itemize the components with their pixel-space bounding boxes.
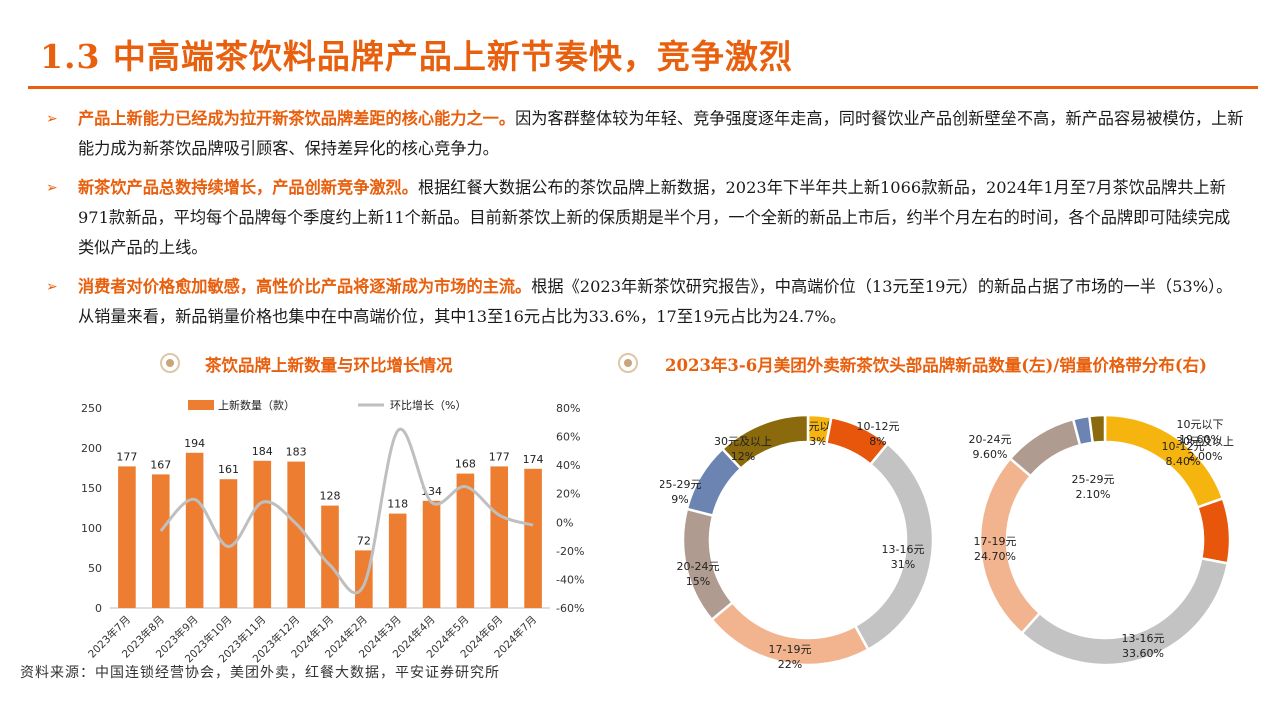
bullet-text: 根据红餐大数据公布的茶饮品牌上新数据，2023年下半年共上新1066款新品，20… bbox=[78, 178, 1231, 257]
slice-category-label: 10元以下 bbox=[1177, 418, 1224, 431]
y-right-tick-label: -40% bbox=[556, 573, 584, 586]
bar bbox=[321, 505, 339, 608]
y-left-tick-label: 100 bbox=[81, 522, 102, 535]
bar bbox=[287, 461, 305, 608]
legend-bar-swatch bbox=[188, 400, 214, 410]
bar-data-label: 183 bbox=[286, 446, 307, 459]
y-right-tick-label: -60% bbox=[556, 602, 584, 615]
bullet-lead: 消费者对价格愈加敏感，高性价比产品将逐渐成为市场的主流。 bbox=[78, 277, 532, 296]
bullet-item: ➢ 新茶饮产品总数持续增长，产品创新竞争激烈。根据红餐大数据公布的茶饮品牌上新数… bbox=[44, 173, 1244, 263]
bar-data-label: 194 bbox=[184, 437, 205, 450]
slice-value-label: 19.60% bbox=[1179, 433, 1221, 446]
arrow-bullet-icon: ➢ bbox=[46, 111, 58, 127]
y-right-tick-label: 20% bbox=[556, 488, 580, 501]
donut-chart-new-products: 10元以下3%10-12元8%13-16元31%17-19元22%20-24元1… bbox=[660, 413, 935, 671]
y-left-tick-label: 50 bbox=[88, 562, 102, 575]
bar bbox=[185, 452, 204, 608]
slice-category-label: 17-19元 bbox=[974, 535, 1017, 548]
bar-data-label: 168 bbox=[455, 458, 476, 471]
bar bbox=[524, 468, 542, 608]
bullet-item: ➢ 消费者对价格愈加敏感，高性价比产品将逐渐成为市场的主流。根据《2023年新茶… bbox=[44, 272, 1244, 332]
arrow-bullet-icon: ➢ bbox=[46, 279, 58, 295]
slice-category-label: 25-29元 bbox=[660, 478, 701, 491]
slice-value-label: 31% bbox=[891, 558, 915, 571]
bar bbox=[388, 513, 407, 608]
slice-value-label: 8.40% bbox=[1166, 455, 1201, 468]
y-right-tick-label: 60% bbox=[556, 431, 580, 444]
donut-slice bbox=[1087, 413, 1107, 445]
slice-value-label: 24.70% bbox=[974, 550, 1016, 563]
bullet-text: 根据《2023年新茶饮研究报告》，中高端价位（13元至19元）的新品占据了市场的… bbox=[78, 277, 1233, 326]
slice-value-label: 33.60% bbox=[1122, 647, 1164, 660]
y-right-tick-label: -20% bbox=[556, 545, 584, 558]
bullet-lead: 新茶饮产品总数持续增长，产品创新竞争激烈。 bbox=[78, 178, 418, 197]
slice-category-label: 13-16元 bbox=[882, 543, 925, 556]
source-note: 资料来源：中国连锁经营协会，美团外卖，红餐大数据，平安证券研究所 bbox=[20, 665, 500, 681]
bullet-text: 因为客群整体较为年轻、竞争强度逐年走高，同时餐饮业产品创新壁垒不高，新产品容易被… bbox=[78, 109, 1244, 158]
bar bbox=[253, 460, 272, 608]
donut-slice bbox=[1008, 417, 1082, 478]
bar-data-label: 128 bbox=[320, 490, 341, 503]
donut-slice bbox=[1195, 496, 1232, 565]
left-chart-title: 茶饮品牌上新数量与环比增长情况 bbox=[205, 356, 453, 375]
bullet-item: ➢ 产品上新能力已经成为拉开新茶饮品牌差距的核心能力之一。因为客群整体较为年轻、… bbox=[44, 104, 1244, 164]
legend-bar-label: 上新数量（款） bbox=[218, 398, 295, 412]
slice-value-label: 9.60% bbox=[973, 448, 1008, 461]
growth-series-line bbox=[159, 427, 534, 595]
slice-value-label: 15% bbox=[686, 575, 710, 588]
y-left-tick-label: 0 bbox=[95, 602, 102, 615]
bar bbox=[118, 466, 136, 608]
bar bbox=[456, 473, 475, 608]
slice-value-label: 22% bbox=[778, 658, 802, 671]
bar-data-label: 118 bbox=[387, 498, 408, 511]
y-left-tick-label: 150 bbox=[81, 482, 102, 495]
right-chart-title: 2023年3-6月美团外卖新茶饮头部品牌新品数量(左)/销量价格带分布(右) bbox=[665, 356, 1207, 375]
bar bbox=[219, 479, 238, 608]
y-left-tick-label: 200 bbox=[81, 442, 102, 455]
bar-line-chart: 0 50 100 150 200 250 -60% -40% -20% 0% 20% 40% 60% 80… bbox=[81, 398, 584, 665]
slice-value-label: 9% bbox=[671, 493, 688, 506]
section-marker-icon bbox=[618, 353, 638, 373]
title-divider bbox=[28, 86, 1258, 89]
slice-value-label: 2.10% bbox=[1076, 488, 1111, 501]
slice-category-label: 13-16元 bbox=[1122, 632, 1165, 645]
bullet-list: ➢ 产品上新能力已经成为拉开新茶饮品牌差距的核心能力之一。因为客群整体较为年轻、… bbox=[44, 104, 1244, 341]
slice-category-label: 20-24元 bbox=[677, 560, 720, 573]
bar bbox=[490, 466, 509, 608]
slice-category-label: 25-29元 bbox=[1072, 473, 1115, 486]
slice-category-label: 30元及以上 bbox=[1176, 435, 1234, 448]
bar-data-label: 177 bbox=[489, 450, 510, 463]
y-right-tick-label: 40% bbox=[556, 459, 580, 472]
y-right-tick-label: 0% bbox=[556, 516, 573, 529]
slice-value-label: 3% bbox=[809, 435, 826, 448]
slice-category-label: 17-19元 bbox=[769, 643, 812, 656]
bar-data-label: 177 bbox=[116, 450, 137, 463]
bar-data-label: 161 bbox=[218, 463, 239, 476]
slice-value-label: 2.00% bbox=[1188, 450, 1223, 463]
donut-chart-sales-price: 10元以下 19.60%10-12元 8.40% 13-16元 33.60% 17-19元… bbox=[969, 413, 1234, 667]
slice-category-label: 30元及以上 bbox=[714, 435, 772, 448]
section-marker-icon bbox=[160, 353, 180, 373]
bar-data-label: 174 bbox=[523, 453, 544, 466]
y-right-tick-label: 80% bbox=[556, 402, 580, 415]
bar-data-label: 167 bbox=[150, 458, 171, 471]
bullet-lead: 产品上新能力已经成为拉开新茶饮品牌差距的核心能力之一。 bbox=[78, 109, 516, 128]
slice-value-label: 12% bbox=[731, 450, 755, 463]
donut-slice bbox=[720, 413, 810, 471]
y-left-tick-label: 250 bbox=[81, 402, 102, 415]
bar-data-label: 72 bbox=[357, 534, 371, 547]
bar bbox=[151, 474, 170, 608]
slice-category-label: 10-12元 bbox=[857, 420, 900, 433]
arrow-bullet-icon: ➢ bbox=[46, 180, 58, 196]
slice-value-label: 8% bbox=[869, 435, 886, 448]
legend-line-label: 环比增长（%） bbox=[390, 398, 466, 412]
bar-data-label: 184 bbox=[252, 445, 273, 458]
page-title: 1.3 中高端茶饮料品牌产品上新节奏快，竞争激烈 bbox=[40, 37, 793, 76]
bar bbox=[422, 500, 441, 608]
slice-category-label: 20-24元 bbox=[969, 433, 1012, 446]
slice-category-label: 10-12元 bbox=[1162, 440, 1205, 453]
